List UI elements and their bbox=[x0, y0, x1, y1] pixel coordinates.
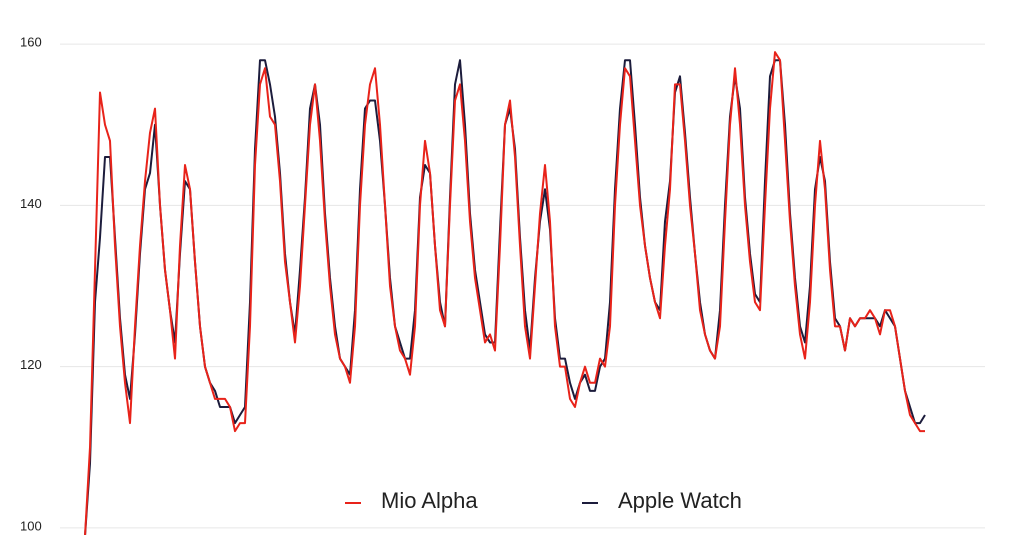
legend-label: Mio Alpha bbox=[381, 488, 478, 513]
legend-label: Apple Watch bbox=[618, 488, 742, 513]
lines bbox=[84, 51, 926, 535]
series-line bbox=[84, 51, 925, 535]
y-tick-label: 140 bbox=[20, 196, 42, 211]
y-tick-label: 120 bbox=[20, 357, 42, 372]
legend: Mio Alpha Apple Watch bbox=[345, 488, 742, 513]
y-tick-label: 160 bbox=[20, 35, 42, 50]
y-tick-label: 100 bbox=[20, 518, 42, 533]
grid: 100 120 140 160 bbox=[20, 35, 985, 533]
